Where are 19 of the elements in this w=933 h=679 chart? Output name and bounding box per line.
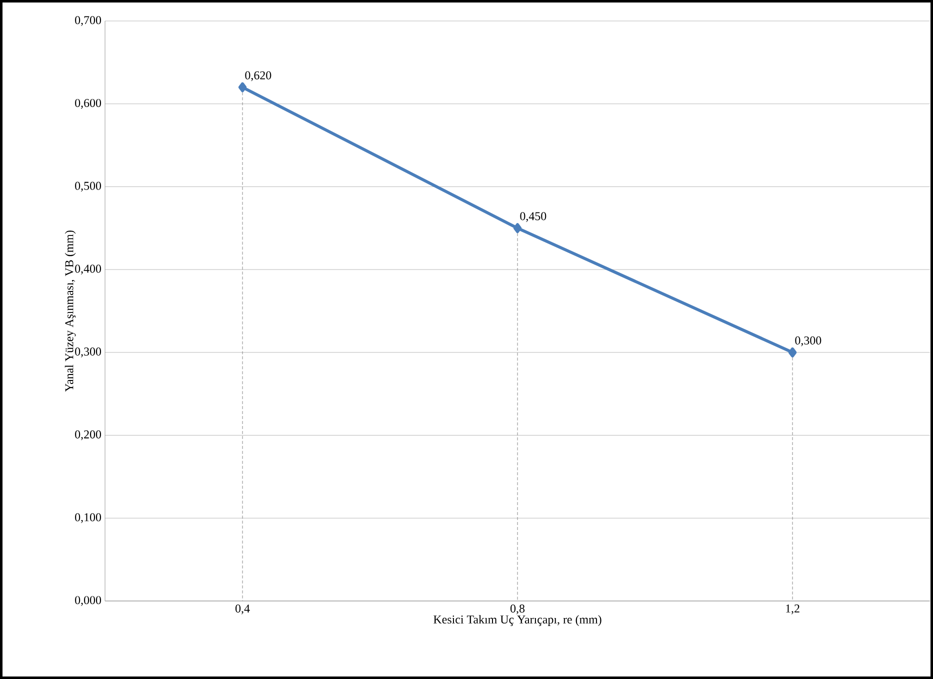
data-label: 0,450: [520, 212, 546, 222]
data-label: 0,300: [795, 336, 822, 346]
y-tick-label: 0,100: [75, 513, 102, 524]
y-tick-label: 0,500: [75, 182, 102, 192]
x-axis-title: Kesici Takım Uç Yarıçapı, re (mm): [434, 615, 602, 626]
y-tick-label: 0,000: [75, 596, 102, 606]
point: [513, 223, 522, 234]
x-tick-label: 0,8: [510, 604, 525, 614]
x-tick-label: 1,2: [786, 604, 800, 614]
y-tick-label: 0,200: [75, 430, 102, 440]
y-tick-label: 0,700: [75, 16, 102, 26]
y-axis-title: Yanal Yüzey Aşınması, VB (mm): [64, 230, 76, 392]
point: [238, 82, 247, 92]
y-tick-label: 0,300: [75, 348, 102, 358]
point: [788, 347, 797, 358]
data-label: 0,620: [245, 71, 272, 82]
y-tick-label: 0,600: [75, 98, 102, 109]
y-tick-label: 0,400: [75, 264, 102, 274]
x-tick-label: 0,4: [235, 604, 250, 614]
